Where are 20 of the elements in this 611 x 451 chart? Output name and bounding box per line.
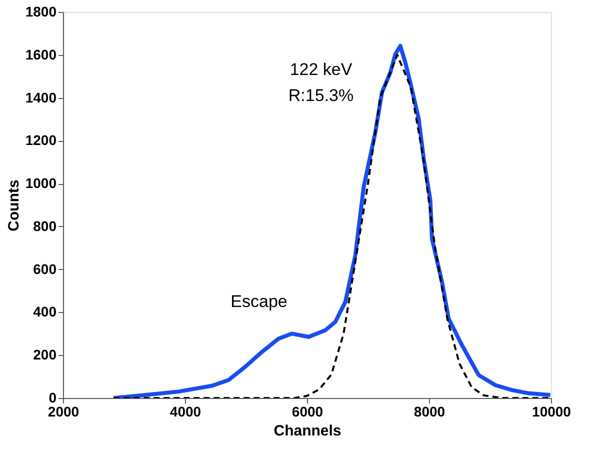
x-tick-label: 4000 xyxy=(170,404,202,420)
y-tick-label: 1400 xyxy=(25,89,57,106)
annotation: 122 keV xyxy=(290,60,353,79)
y-tick-label: 1800 xyxy=(25,4,57,20)
y-tick-label: 600 xyxy=(33,260,57,277)
x-axis-title: Channels xyxy=(274,422,342,440)
y-tick-label: 1600 xyxy=(25,46,57,62)
y-tick-label: 200 xyxy=(33,346,57,363)
annotation: Escape xyxy=(230,292,288,311)
y-tick-label: 0 xyxy=(48,390,57,406)
x-tick-label: 10000 xyxy=(532,404,572,420)
annotation: R:15.3% xyxy=(288,86,354,105)
y-tick-label: 1000 xyxy=(25,175,57,192)
y-tick-label: 800 xyxy=(33,218,57,234)
y-tick-label: 400 xyxy=(33,304,57,320)
x-tick-label: 6000 xyxy=(292,404,324,420)
y-tick-label: 1200 xyxy=(25,132,57,148)
x-tick-label: 2000 xyxy=(48,404,80,420)
x-tick-label: 8000 xyxy=(414,404,446,420)
y-axis-title: Counts xyxy=(5,180,22,232)
